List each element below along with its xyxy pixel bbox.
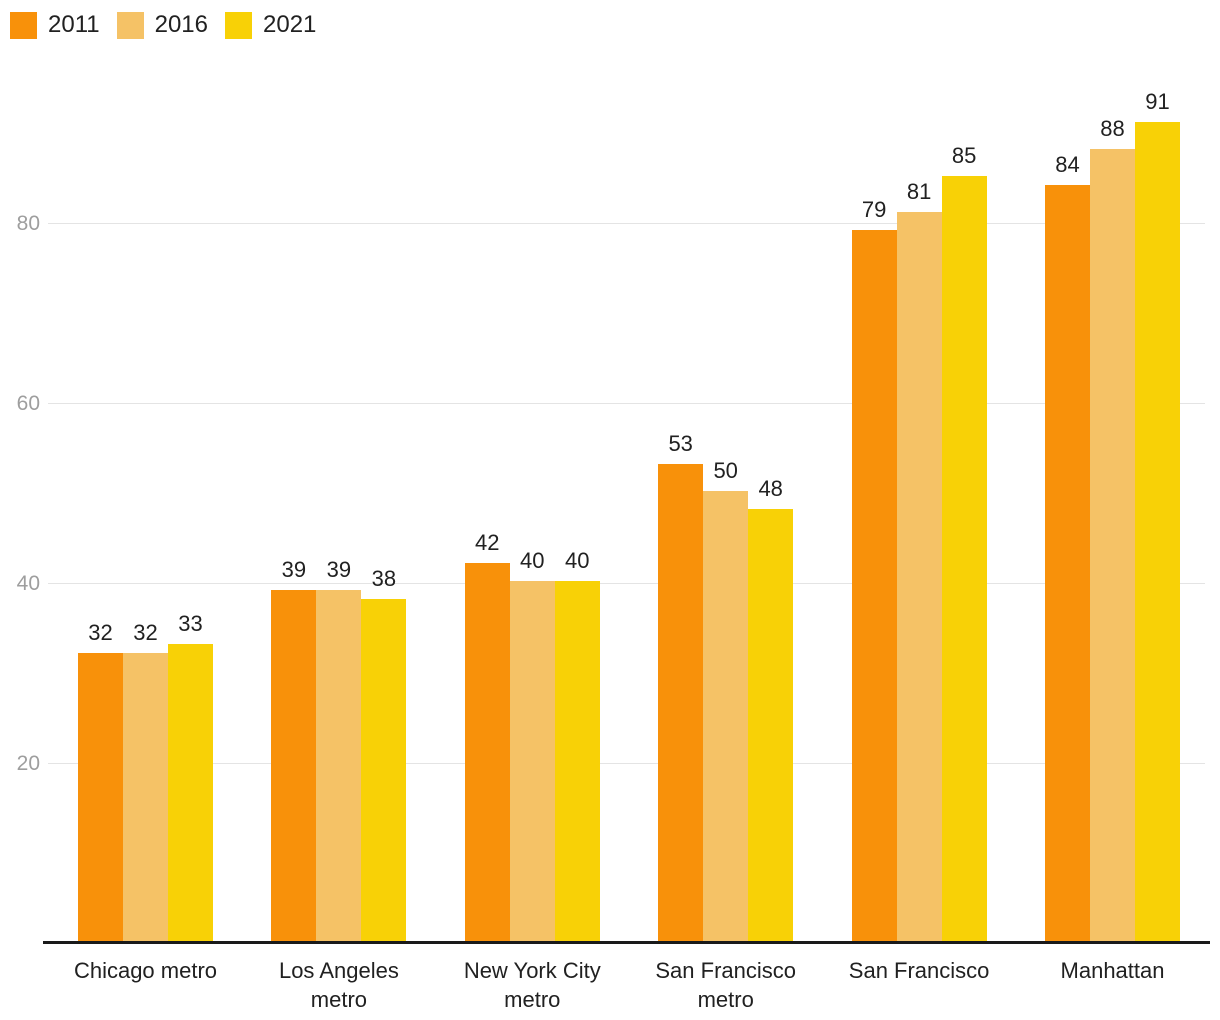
bar-2016-manhattan	[1090, 149, 1135, 941]
x-category-label-los-angeles-metro: Los Angeles metro	[278, 958, 399, 1012]
bar-2021-new-york-city-metro	[554, 581, 600, 941]
bar-2016-new-york-city-metro	[509, 581, 555, 941]
bar-2016-chicago-metro	[123, 653, 168, 941]
x-category-label-san-francisco-metro: San Francisco metro	[655, 958, 796, 1012]
x-category-label-san-francisco: San Francisco	[848, 958, 990, 983]
bar-2011-chicago-metro	[78, 653, 123, 941]
x-category-label-chicago-metro: Chicago metro	[73, 958, 218, 983]
bar-value-label: 50	[713, 458, 738, 483]
bar-value-label: 38	[371, 566, 397, 591]
bar-2021-manhattan	[1135, 122, 1180, 941]
legend-label-2021: 2021	[263, 11, 317, 38]
legend: 2011 2016 2021	[10, 11, 316, 39]
bar-value-label: 48	[758, 476, 783, 501]
bar-value-label: 81	[906, 179, 932, 204]
bar-value-label: 84	[1055, 152, 1080, 177]
bar-value-label: 91	[1145, 89, 1170, 114]
y-tick-label-40: 40	[16, 572, 40, 595]
bar-2021-san-francisco-metro	[748, 509, 794, 941]
bar-value-label: 39	[326, 557, 352, 582]
bar-value-label: 88	[1100, 116, 1125, 141]
legend-item-2021: 2021	[225, 11, 316, 39]
x-category-label-new-york-city-metro: New York City metro	[463, 958, 601, 1012]
legend-label-2011: 2011	[48, 11, 100, 38]
bar-value-label: 79	[861, 197, 887, 222]
gridline-60	[48, 403, 1205, 404]
y-tick-label-20: 20	[16, 752, 40, 775]
bar-value-label: 32	[88, 620, 113, 645]
legend-item-2011: 2011	[10, 11, 100, 39]
bar-2011-san-francisco	[851, 230, 897, 941]
bar-value-label: 40	[520, 548, 545, 573]
legend-label-2016: 2016	[154, 11, 208, 38]
bar-2016-san-francisco	[896, 212, 942, 941]
bar-value-label: 42	[475, 530, 500, 555]
y-tick-label-80: 80	[16, 212, 40, 235]
bar-value-label: 53	[668, 431, 693, 456]
bar-value-label: 33	[178, 611, 203, 636]
x-category-label-manhattan: Manhattan	[1060, 958, 1165, 983]
y-tick-label-60: 60	[16, 392, 40, 415]
bar-2021-chicago-metro	[168, 644, 213, 941]
legend-item-2016: 2016	[116, 11, 208, 39]
bar-value-label: 32	[133, 620, 158, 645]
legend-swatch-2016	[116, 11, 144, 39]
bar-value-label: 40	[565, 548, 590, 573]
bar-2011-los-angeles-metro	[271, 590, 317, 941]
gridline-80	[48, 223, 1205, 224]
gridline-40	[48, 583, 1205, 584]
x-axis-line	[43, 941, 1210, 944]
bar-2016-san-francisco-metro	[703, 491, 749, 941]
bar-2011-new-york-city-metro	[464, 563, 510, 941]
legend-swatch-2021	[225, 11, 252, 39]
bar-2016-los-angeles-metro	[316, 590, 362, 941]
bar-2011-san-francisco-metro	[658, 464, 704, 941]
gridline-20	[48, 763, 1205, 764]
bar-2011-manhattan	[1045, 185, 1090, 941]
bar-2021-san-francisco	[941, 176, 987, 941]
bar-2021-los-angeles-metro	[361, 599, 407, 941]
bar-value-label: 39	[281, 557, 307, 582]
bar-value-label: 85	[951, 143, 977, 168]
legend-swatch-2011	[10, 11, 37, 39]
